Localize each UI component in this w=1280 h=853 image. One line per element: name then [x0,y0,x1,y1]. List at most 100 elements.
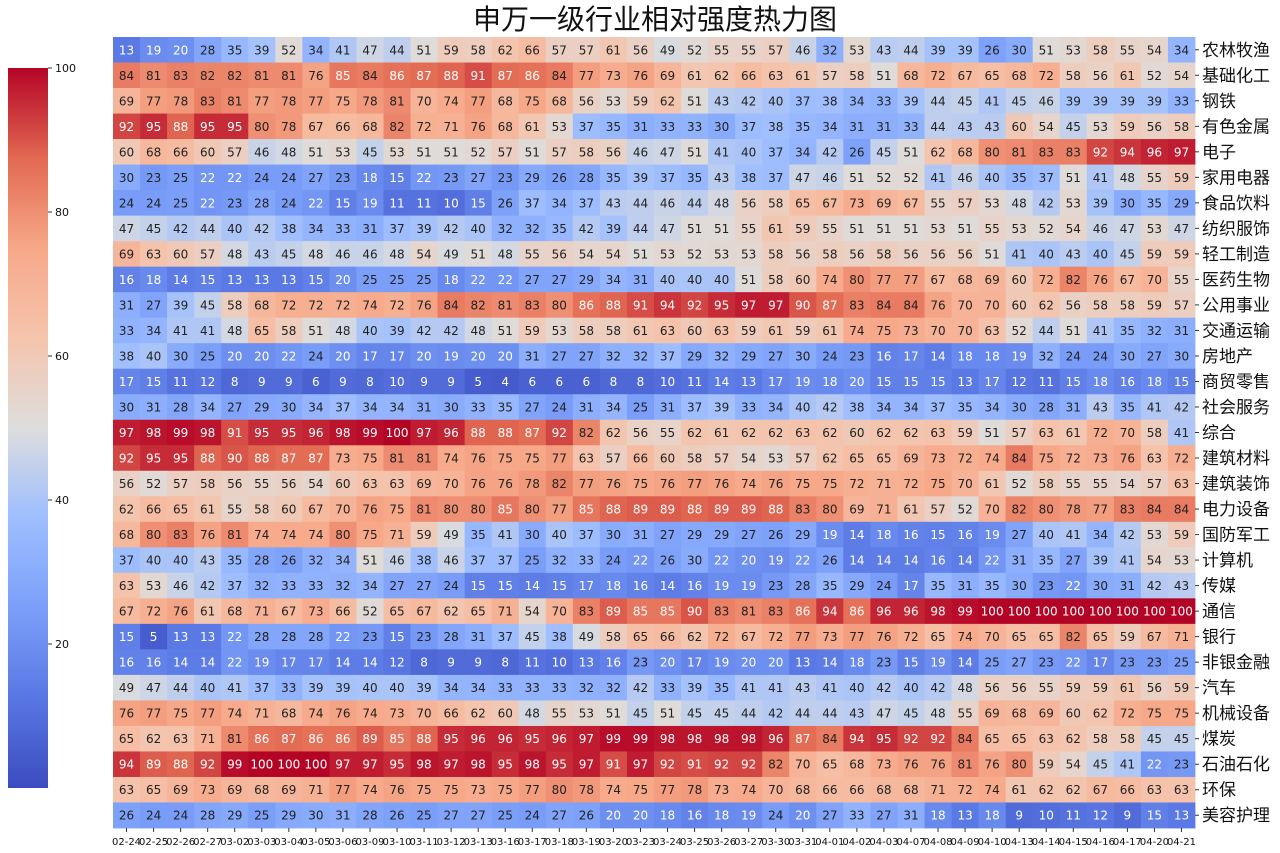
cell-value-label: 92 [714,758,729,772]
heatmap-cell [1086,521,1115,548]
cell-value-label: 34 [146,324,161,338]
heatmap-cell [762,292,790,319]
cell-value-label: 74 [957,630,972,644]
cell-value-label: 74 [443,452,458,466]
heatmap-cell [735,674,763,701]
cell-value-label: 95 [200,120,215,134]
heatmap-cell [275,496,303,523]
cell-value-label: 15 [335,196,350,210]
cell-value-label: 43 [795,681,810,695]
y-tick-label: 公用事业 [1202,296,1270,316]
cell-value-label: 69 [119,247,134,261]
cell-value-label: 75 [498,783,513,797]
heatmap-cell [302,317,330,344]
heatmap-cell [410,598,438,625]
heatmap-cell [1032,445,1061,472]
cell-value-label: 38 [849,400,864,414]
x-tick-label: 04-09 [951,837,980,848]
cell-value-label: 80 [849,273,864,287]
heatmap-cell [1086,343,1115,370]
heatmap-cell [545,572,574,599]
heatmap-cell [275,394,303,421]
heatmap-cell [735,266,763,293]
cell-value-label: 95 [714,298,729,312]
cell-value-label: 53 [389,145,404,159]
cell-value-label: 51 [308,324,323,338]
cell-value-label: 23 [498,171,513,185]
heatmap-cell [356,88,384,114]
cell-value-label: 8 [231,375,239,389]
cell-value-label: 80 [984,145,999,159]
heatmap-cell [599,496,628,523]
cell-value-label: 88 [768,503,783,517]
heatmap-cell [383,343,411,370]
cell-value-label: 98 [335,426,350,440]
cell-value-label: 17 [903,579,918,593]
cell-value-label: 61 [200,605,215,619]
heatmap-cell [708,190,736,217]
cell-value-label: 56 [606,145,621,159]
cell-value-label: 42 [768,707,783,721]
cell-value-label: 76 [984,758,999,772]
heatmap-cell [194,368,222,395]
heatmap-cell [113,164,141,191]
heatmap-cell [1005,470,1034,497]
cell-value-label: 83 [714,605,729,619]
cell-value-label: 26 [389,809,404,823]
cell-value-label: 55 [741,43,756,57]
cell-value-label: 71 [254,605,269,619]
cell-value-label: 69 [416,477,431,491]
cell-value-label: 69 [119,94,134,108]
heatmap-cell [167,215,195,242]
cell-value-label: 81 [498,298,513,312]
heatmap-cell [275,343,303,370]
heatmap-cell [491,292,520,319]
heatmap-cell [599,164,628,191]
heatmap-cell [978,266,1007,293]
cell-value-label: 29 [741,349,756,363]
cell-value-label: 20 [741,554,756,568]
cell-value-label: 25 [416,273,431,287]
heatmap-cell [681,547,709,574]
cell-value-label: 29 [281,809,296,823]
cell-value-label: 75 [930,477,945,491]
heatmap-cell [735,62,763,89]
cell-value-label: 19 [768,554,783,568]
colorbar-gradient [8,68,48,788]
cell-value-label: 54 [308,477,323,491]
cell-value-label: 87 [281,452,296,466]
heatmap-cell [978,139,1007,165]
heatmap-cell [383,113,411,140]
cell-value-label: 63 [768,69,783,83]
cell-value-label: 76 [930,758,945,772]
cell-value-label: 52 [362,605,377,619]
cell-value-label: 76 [119,707,134,721]
heatmap-cell [167,674,195,701]
cell-value-label: 77 [795,630,810,644]
heatmap-cell [816,496,844,523]
heatmap-cell [599,88,628,114]
cell-value-label: 28 [254,554,269,568]
x-tick-label: 03-18 [545,837,574,848]
heatmap-cell [1167,317,1196,344]
cell-value-label: 17 [362,349,377,363]
heatmap-cell [816,266,844,293]
cell-value-label: 84 [822,732,837,746]
heatmap-cell [626,215,655,242]
cell-value-label: 56 [1147,120,1162,134]
heatmap-cell [464,139,493,165]
heatmap-cell [1140,572,1169,599]
cell-value-label: 17 [579,579,594,593]
heatmap-cell [545,547,574,574]
heatmap-cell [599,674,628,701]
cell-value-label: 62 [741,426,756,440]
heatmap-cell [464,572,493,599]
cell-value-label: 37 [498,554,513,568]
cell-value-label: 73 [714,783,729,797]
cell-value-label: 74 [822,273,837,287]
cell-value-label: 18 [957,349,972,363]
cell-value-label: 76 [633,69,648,83]
heatmap-cell [275,37,303,63]
cell-value-label: 43 [254,247,269,261]
cell-value-label: 29 [687,528,702,542]
